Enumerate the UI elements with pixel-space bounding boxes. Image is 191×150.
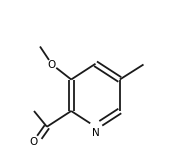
Text: O: O <box>48 60 56 69</box>
Text: N: N <box>92 128 99 138</box>
Text: O: O <box>29 137 38 147</box>
